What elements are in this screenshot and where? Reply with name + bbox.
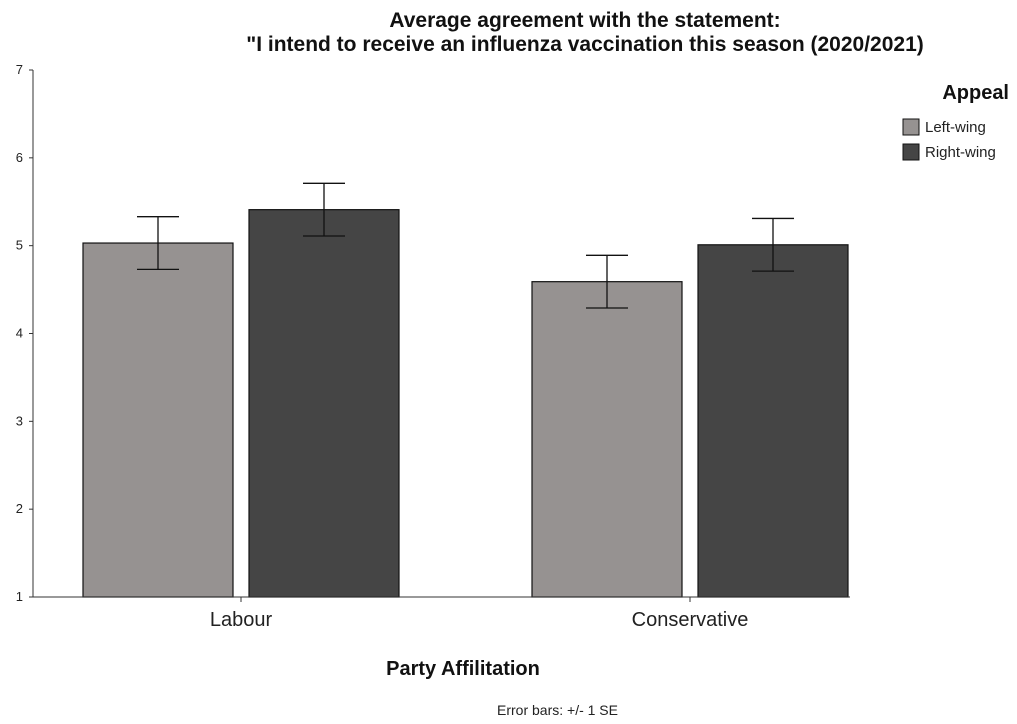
y-tick-label: 6 [16, 150, 23, 165]
y-tick-label: 5 [16, 238, 23, 253]
error-bars [137, 182, 794, 309]
bar-right-wing-labour [248, 209, 400, 598]
y-axis: 1 2 3 4 5 6 7 [16, 62, 34, 604]
chart-title-line-2: "I intend to receive an influenza vaccin… [246, 33, 924, 56]
x-tick-label: Conservative [632, 609, 749, 631]
y-tick-label: 1 [16, 589, 23, 604]
y-tick-label: 7 [16, 62, 23, 77]
x-axis-label: Party Affilitation [386, 658, 540, 680]
chart-title-line-1: Average agreement with the statement: [389, 9, 780, 32]
legend-label-right-wing: Right-wing [925, 144, 996, 161]
x-tick-label: Labour [210, 609, 273, 631]
legend-title: Appeal [942, 82, 1009, 104]
bars [82, 209, 849, 598]
bar-left-wing-labour [82, 242, 234, 598]
y-tick-label: 3 [16, 413, 23, 428]
y-tick-label: 2 [16, 501, 23, 516]
error-bars-note: Error bars: +/- 1 SE [497, 702, 618, 718]
bar-right-wing-conservative [697, 244, 849, 598]
legend-swatch-left-wing [902, 118, 920, 136]
x-axis: Labour Conservative [33, 596, 850, 631]
legend-swatch-right-wing [902, 143, 920, 161]
legend-label-left-wing: Left-wing [925, 119, 986, 136]
bar-left-wing-conservative [531, 281, 683, 598]
y-tick-label: 4 [16, 326, 23, 341]
legend: Appeal Left-wing Right-wing [902, 82, 1009, 161]
